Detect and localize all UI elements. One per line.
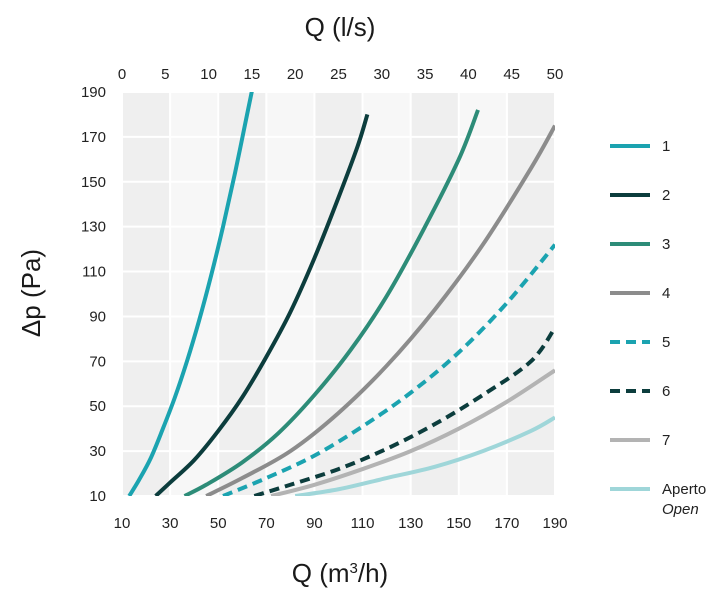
x-tick-label: 70	[258, 515, 275, 532]
background-band	[122, 92, 171, 496]
y-tick-label: 70	[89, 353, 106, 370]
x2-tick-label: 20	[287, 66, 304, 83]
x-axis-title: Q (m3/h)	[292, 558, 388, 588]
legend-label: Aperto	[662, 481, 706, 498]
legend-item: 4	[610, 285, 670, 302]
x2-tick-label: 5	[161, 66, 169, 83]
background-band	[458, 92, 507, 496]
x2-tick-label: 35	[417, 66, 434, 83]
x2-tick-label: 25	[330, 66, 347, 83]
legend-label: 7	[662, 432, 670, 449]
x2-tick-label: 10	[200, 66, 217, 83]
legend-item: 3	[610, 236, 670, 253]
y-tick-label: 50	[89, 398, 106, 415]
legend-label: 1	[662, 138, 670, 155]
legend-label: 3	[662, 236, 670, 253]
x-axis-ticks: 10 30 50 70 90 110 130 150 170 190	[114, 515, 568, 532]
x2-tick-label: 50	[547, 66, 564, 83]
series-line-aperto	[294, 415, 555, 496]
background-band	[266, 92, 315, 496]
y-tick-label: 130	[81, 219, 106, 236]
series-lines	[127, 92, 555, 496]
y-tick-label: 110	[82, 264, 106, 281]
y-axis-title: Δp (Pa)	[16, 249, 46, 337]
x-tick-label: 130	[398, 515, 423, 532]
x2-axis-title: Q (l/s)	[305, 12, 376, 42]
x-tick-label: 170	[494, 515, 519, 532]
legend-item: Aperto Open	[610, 481, 706, 518]
background-band	[218, 92, 267, 496]
x-tick-label: 30	[162, 515, 179, 532]
y-axis-ticks: 10 30 50 70 90 110 130 150 170 190	[81, 84, 106, 505]
legend-item: 5	[610, 334, 670, 351]
series-line-7	[270, 368, 555, 496]
legend-item: 7	[610, 432, 670, 449]
x-tick-label: 10	[114, 515, 131, 532]
x2-axis-ticks: 0 5 10 15 20 25 30 35 40 45 50	[118, 66, 564, 83]
y-tick-label: 190	[81, 84, 106, 101]
series-line-3	[183, 109, 480, 496]
x-tick-label: 150	[446, 515, 471, 532]
legend-item: 2	[610, 187, 670, 204]
series-line-4	[205, 124, 555, 496]
legend-label-sub: Open	[662, 501, 699, 518]
y-tick-label: 90	[89, 308, 106, 325]
legend-label: 5	[662, 334, 670, 351]
series-line-1	[127, 92, 254, 496]
legend-label: 6	[662, 383, 670, 400]
background-bands	[122, 92, 555, 496]
x2-tick-label: 45	[503, 66, 520, 83]
background-band	[170, 92, 219, 496]
x2-tick-label: 30	[373, 66, 390, 83]
x2-tick-label: 40	[460, 66, 477, 83]
x-tick-label: 90	[306, 515, 323, 532]
legend-label: 4	[662, 285, 670, 302]
legend-item: 6	[610, 383, 670, 400]
legend: 1 2 3 4 5 6 7 Aperto Open	[610, 138, 706, 518]
background-band	[410, 92, 459, 496]
x-tick-label: 50	[210, 515, 227, 532]
y-tick-label: 30	[89, 443, 106, 460]
x-tick-label: 110	[351, 515, 375, 532]
y-tick-label: 170	[81, 129, 106, 146]
y-tick-label: 10	[89, 488, 106, 505]
x2-tick-label: 15	[244, 66, 261, 83]
legend-label: 2	[662, 187, 670, 204]
series-line-6	[253, 326, 555, 496]
x2-tick-label: 0	[118, 66, 126, 83]
y-tick-label: 150	[81, 174, 106, 191]
grid-lines	[121, 91, 556, 497]
x-tick-label: 190	[542, 515, 567, 532]
series-line-5	[222, 243, 555, 496]
legend-item: 1	[610, 138, 670, 155]
series-line-2	[154, 113, 370, 496]
